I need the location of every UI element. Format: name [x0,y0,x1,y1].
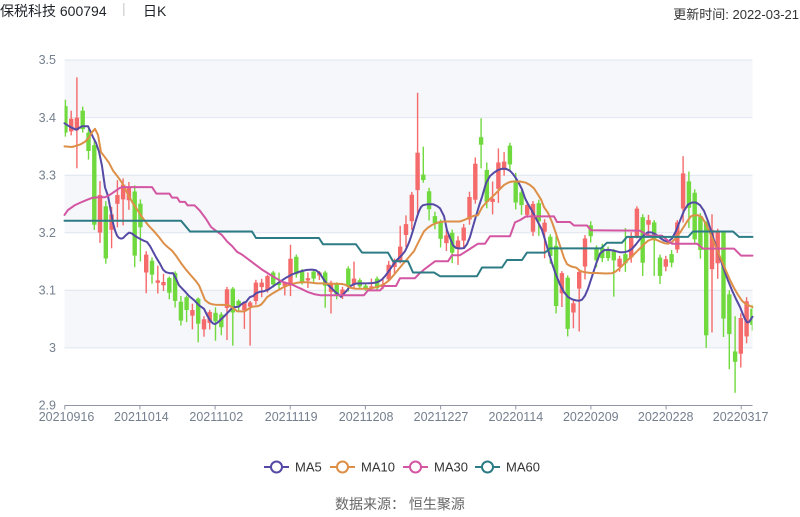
svg-text:3.4: 3.4 [39,111,56,125]
svg-text:20211119: 20211119 [265,410,318,424]
svg-text:20220317: 20220317 [713,410,769,424]
svg-text:3.2: 3.2 [39,226,56,240]
svg-text:3.1: 3.1 [39,284,56,298]
svg-text:20211227: 20211227 [414,410,469,424]
svg-text:20211014: 20211014 [114,410,169,424]
svg-text:20211208: 20211208 [339,410,394,424]
svg-text:MA10: MA10 [361,460,395,475]
svg-text:20220209: 20220209 [563,410,619,424]
svg-text:3: 3 [49,341,56,355]
svg-text:20211102: 20211102 [189,410,243,424]
svg-text:2.9: 2.9 [39,399,56,413]
svg-text:3.3: 3.3 [39,168,56,182]
svg-text:20210916: 20210916 [39,410,95,424]
svg-text:20220228: 20220228 [638,410,694,424]
svg-text:3.5: 3.5 [39,53,56,67]
svg-text:MA5: MA5 [295,460,322,475]
svg-text:MA60: MA60 [506,460,540,475]
svg-text:MA30: MA30 [434,460,468,475]
svg-text:20220114: 20220114 [489,410,544,424]
